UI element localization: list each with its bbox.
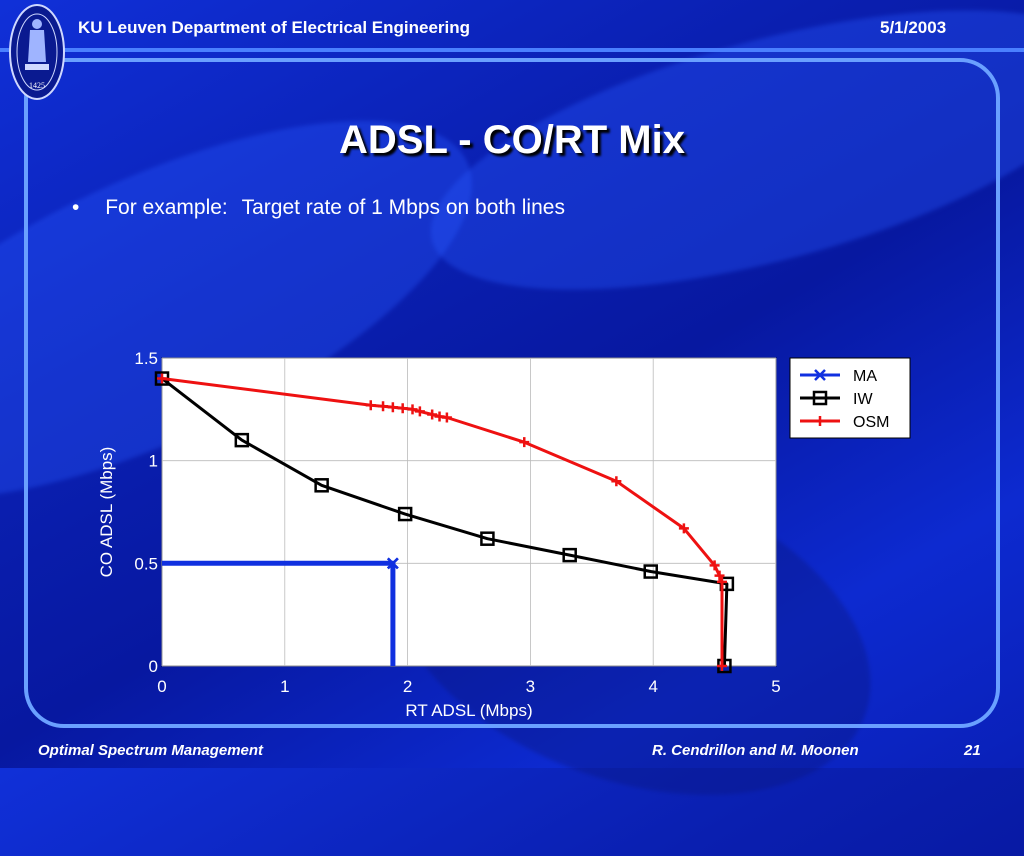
data-point-osm <box>441 412 452 423</box>
y-axis-label: CO ADSL (Mbps) <box>97 447 116 578</box>
header-date: 5/1/2003 <box>880 18 947 37</box>
footer-author: R. Cendrillon and M. Moonen <box>652 742 859 759</box>
legend-label-iw: IW <box>853 391 873 408</box>
data-point-iw <box>234 432 250 448</box>
legend-label-ma: MA <box>853 368 877 385</box>
data-point-osm <box>387 402 398 413</box>
logo-year: 1425 <box>29 81 45 90</box>
footer-title: Optimal Spectrum Management <box>38 742 264 759</box>
x-tick-label: 4 <box>648 677 657 696</box>
y-tick-label: 0.5 <box>134 554 158 573</box>
header-rule <box>0 48 1024 52</box>
data-point-osm <box>397 403 408 414</box>
y-tick-label: 1.5 <box>134 349 158 368</box>
data-point-osm <box>519 437 530 448</box>
bullet-item: • For example: Target rate of 1 Mbps on … <box>72 196 565 220</box>
data-point-iw <box>314 478 329 493</box>
x-tick-label: 3 <box>526 677 535 696</box>
data-point-osm <box>678 523 689 534</box>
data-point-ma <box>386 557 399 570</box>
data-point-iw <box>480 531 495 546</box>
data-point-osm <box>407 404 418 415</box>
footer-page-number: 21 <box>964 742 981 759</box>
data-point-osm <box>716 661 727 671</box>
rate-region-chart: 0 1 2 3 4 5 0 0.5 1 1.5 RT ADSL (Mbps) CO ADSL (Mbp… <box>97 349 911 720</box>
data-point-osm <box>427 409 438 420</box>
x-axis-label: RT ADSL (Mbps) <box>405 701 532 720</box>
data-point-osm <box>714 570 725 581</box>
data-point-osm <box>716 576 727 587</box>
legend-marker-osm <box>815 416 825 426</box>
data-point-osm <box>365 400 376 411</box>
legend-marker-iw <box>812 390 828 406</box>
x-tick-label: 5 <box>771 677 780 696</box>
y-tick-label: 1 <box>149 452 158 471</box>
data-point-iw <box>562 547 577 563</box>
x-tick-label: 1 <box>280 677 289 696</box>
data-point-iw <box>643 564 658 579</box>
legend-marker-ma <box>814 369 826 381</box>
slide-frame <box>24 58 1000 728</box>
data-point-iw <box>397 506 413 522</box>
header-org: KU Leuven Department of Electrical Engin… <box>78 18 471 37</box>
bullet-marker: • <box>72 196 80 219</box>
data-point-osm <box>414 406 425 417</box>
bullet-lead: For example: <box>105 196 228 219</box>
data-point-osm <box>611 476 622 487</box>
x-tick-label: 0 <box>157 677 166 696</box>
plot-area <box>161 357 777 667</box>
x-tick-label: 2 <box>403 677 412 696</box>
data-point-osm <box>378 401 389 412</box>
legend-label-osm: OSM <box>853 414 889 431</box>
series-line-iw <box>161 377 729 667</box>
data-point-osm <box>709 560 720 571</box>
slide-title: ADSL - CO/RT Mix <box>339 118 685 162</box>
y-tick-label: 0 <box>149 657 158 676</box>
bullet-text: Target rate of 1 Mbps on both lines <box>241 196 565 219</box>
university-seal-logo: 1425 <box>9 4 65 100</box>
data-point-osm <box>157 373 167 384</box>
